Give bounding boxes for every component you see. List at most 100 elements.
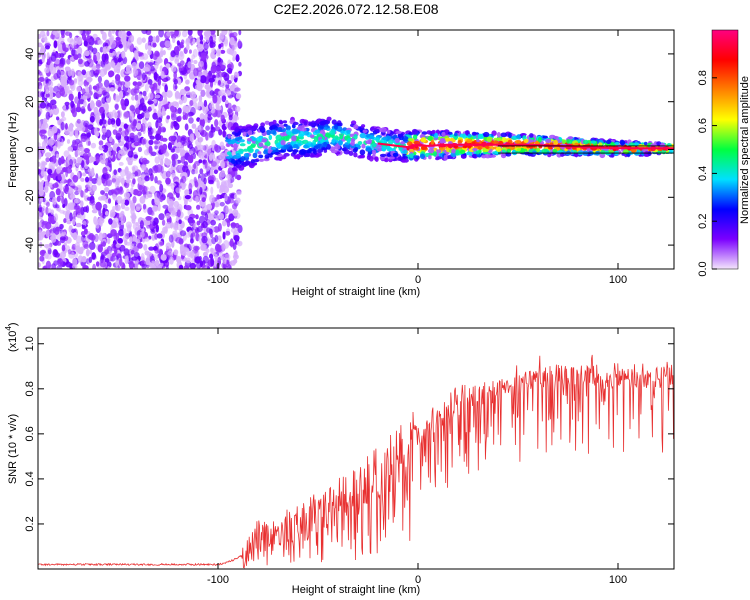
noise-cell (95, 261, 100, 267)
noise-cell (153, 71, 158, 81)
noise-cell (186, 111, 194, 117)
noise-cell (230, 75, 234, 82)
noise-cell (236, 240, 243, 247)
signal-cell (268, 154, 273, 158)
noise-cell (131, 95, 135, 101)
noise-cell (181, 39, 185, 45)
noise-cell (73, 198, 81, 204)
noise-cell (94, 127, 98, 136)
y-tick-label: 20 (24, 96, 36, 108)
noise-cell (180, 145, 185, 153)
noise-cell (193, 60, 198, 64)
noise-cell (202, 220, 208, 229)
noise-cell (137, 242, 143, 249)
spectrogram-x-label: Height of straight line (km) (292, 286, 420, 298)
noise-cell (193, 222, 197, 230)
noise-cell (218, 35, 224, 43)
noise-cell (83, 50, 90, 57)
noise-cell (141, 263, 147, 269)
noise-cell (226, 90, 231, 96)
noise-cell (69, 225, 73, 230)
x-tick-label: 100 (609, 274, 627, 286)
noise-cell (46, 52, 50, 59)
signal-cell (485, 145, 490, 149)
signal-cell (252, 152, 258, 159)
signal-cell (522, 148, 528, 152)
noise-cell (205, 248, 210, 253)
noise-cell (104, 264, 108, 269)
noise-cell (144, 175, 150, 182)
noise-cell (222, 257, 227, 265)
noise-cell (197, 43, 204, 52)
noise-cell (152, 112, 159, 120)
noise-cell (78, 146, 85, 152)
noise-cell (61, 195, 65, 205)
signal-cell (308, 122, 315, 127)
noise-cell (208, 78, 215, 83)
noise-cell (128, 173, 136, 179)
noise-cell (190, 238, 194, 244)
signal-cell (434, 132, 439, 139)
signal-cell (545, 138, 552, 144)
signal-cell (428, 155, 432, 160)
noise-cell (134, 85, 140, 91)
noise-cell (95, 63, 101, 69)
noise-cell (222, 129, 226, 138)
signal-cell (435, 157, 440, 161)
noise-cell (152, 42, 157, 48)
noise-cell (56, 153, 60, 159)
noise-cell (95, 83, 100, 92)
noise-cell (84, 164, 89, 170)
noise-cell (89, 249, 93, 255)
noise-cell (90, 156, 96, 163)
noise-cell (64, 85, 70, 94)
noise-cell (198, 95, 203, 102)
signal-cell (590, 140, 596, 144)
noise-cell (141, 37, 146, 43)
noise-cell (84, 92, 91, 99)
noise-cell (172, 37, 176, 44)
noise-cell (57, 133, 61, 141)
spectrogram-heatmap (38, 30, 674, 269)
noise-cell (114, 204, 121, 212)
noise-cell (147, 79, 153, 85)
noise-cell (85, 176, 90, 183)
signal-cell (553, 135, 559, 140)
noise-cell (82, 172, 87, 177)
noise-cell (165, 63, 171, 68)
signal-cell (371, 149, 377, 156)
noise-cell (187, 30, 193, 36)
snr-x-label: Height of straight line (km) (292, 584, 420, 596)
noise-cell (153, 98, 157, 104)
signal-cell (395, 130, 402, 135)
noise-cell (232, 242, 237, 250)
noise-cell (130, 243, 135, 249)
noise-cell (231, 115, 237, 120)
noise-cell (234, 222, 240, 229)
noise-cell (179, 50, 184, 57)
noise-cell (41, 34, 48, 41)
noise-cell (194, 84, 200, 91)
noise-cell (180, 155, 186, 164)
noise-cell (101, 97, 106, 104)
noise-cell (123, 228, 127, 237)
noise-cell (83, 40, 88, 47)
noise-cell (184, 86, 191, 92)
noise-cell (195, 261, 202, 269)
signal-cell (278, 153, 283, 157)
noise-cell (131, 62, 137, 69)
noise-cell (173, 46, 180, 54)
noise-cell (203, 35, 211, 40)
noise-cell (216, 244, 223, 253)
noise-cell (136, 37, 143, 45)
signal-cell (536, 147, 541, 153)
noise-cell (203, 31, 208, 37)
signal-cell (605, 139, 612, 144)
signal-cell (472, 148, 478, 151)
noise-cell (134, 94, 139, 101)
noise-cell (238, 30, 242, 36)
signal-cell (514, 140, 521, 144)
noise-cell (151, 260, 156, 265)
noise-cell (161, 137, 168, 142)
noise-cell (188, 49, 192, 54)
